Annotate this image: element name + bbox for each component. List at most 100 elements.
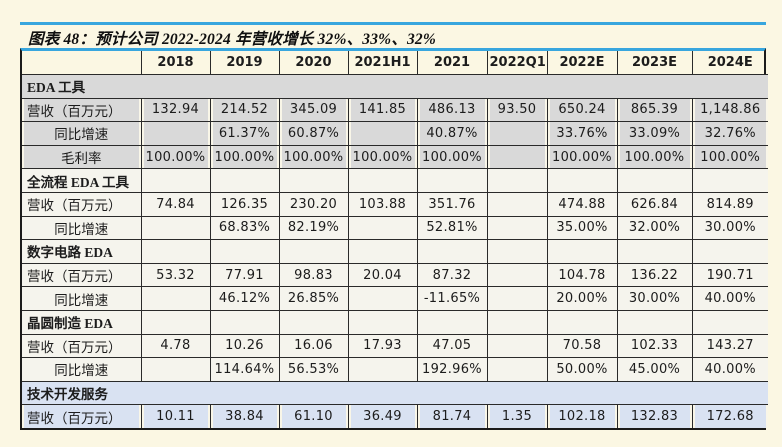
value-cell: 45.00%	[616, 357, 692, 382]
value-cell: 40.00%	[691, 357, 768, 382]
section-title-cell: EDA 工具	[22, 74, 768, 99]
value-cell	[347, 215, 417, 240]
empty-cell	[691, 239, 768, 264]
empty-cell	[140, 239, 210, 264]
value-cell: 61.37%	[209, 121, 279, 146]
table-row: 同比增速 114.64% 56.53% 192.96% 50.00% 45.00% 40.0…	[22, 357, 768, 382]
value-cell	[486, 215, 547, 240]
value-cell: 81.74	[416, 404, 487, 428]
value-cell: 20.00%	[546, 286, 617, 311]
value-cell: 351.76	[416, 191, 487, 217]
table-row: 同比增速 61.37% 60.87% 40.87% 33.76% 33.09% 32.76%	[22, 121, 768, 146]
value-cell: 136.22	[616, 262, 692, 287]
empty-cell	[347, 168, 417, 193]
row-label-cell: 毛利率	[22, 144, 141, 169]
empty-cell	[486, 168, 547, 193]
section-title-cell: 晶圆制造 EDA	[22, 309, 141, 335]
value-cell	[140, 215, 210, 240]
value-cell: 98.83	[278, 262, 348, 287]
value-cell: 35.00%	[546, 215, 617, 240]
value-cell: 345.09	[278, 97, 348, 122]
value-cell: 486.13	[416, 97, 487, 122]
value-cell: 10.11	[140, 404, 210, 428]
value-cell: 70.58	[546, 333, 617, 358]
section-header-row: 数字电路 EDA	[22, 239, 768, 264]
empty-cell	[546, 239, 617, 264]
value-cell: 100.00%	[278, 144, 348, 169]
value-cell: 52.81%	[416, 215, 487, 240]
empty-cell	[278, 239, 348, 264]
value-cell: 626.84	[616, 191, 692, 217]
empty-cell	[616, 239, 692, 264]
value-cell: 143.27	[691, 333, 768, 358]
value-cell: 10.26	[209, 333, 279, 358]
year-header: 2022E	[546, 51, 617, 75]
row-label-cell: 同比增速	[22, 286, 141, 311]
section-header-row: EDA 工具	[22, 74, 768, 99]
section-title-cell: 数字电路 EDA	[22, 239, 141, 264]
year-header: 2024E	[691, 51, 768, 75]
section-header-row: 技术开发服务	[22, 380, 768, 405]
row-label-cell: 营收（百万元）	[22, 191, 141, 217]
value-cell: 132.94	[140, 97, 210, 122]
value-cell: 1.35	[486, 404, 547, 428]
value-cell: 16.06	[278, 333, 348, 358]
empty-cell	[616, 168, 692, 193]
value-cell: 33.76%	[546, 121, 617, 146]
value-cell: 141.85	[347, 97, 417, 122]
value-cell: 100.00%	[546, 144, 617, 169]
value-cell: 126.35	[209, 191, 279, 217]
value-cell: 230.20	[278, 191, 348, 217]
value-cell: 56.53%	[278, 357, 348, 382]
value-cell: 74.84	[140, 191, 210, 217]
empty-cell	[616, 309, 692, 335]
value-cell	[486, 286, 547, 311]
value-cell: 46.12%	[209, 286, 279, 311]
value-cell	[486, 262, 547, 287]
corner-cell	[22, 51, 141, 75]
section-title-cell: 技术开发服务	[22, 380, 768, 405]
table-row: 毛利率 100.00% 100.00% 100.00% 100.00% 100.00% 10…	[22, 144, 768, 169]
table-container: 2018 2019 2020 2021H1 2021 2022Q1 2022E 2023E 20…	[20, 48, 768, 430]
value-cell	[486, 144, 547, 169]
value-cell: 1,148.86	[691, 97, 768, 122]
table-row: 同比增速 68.83% 82.19% 52.81% 35.00% 32.00% 30.00%	[22, 215, 768, 240]
table-row: 同比增速 46.12% 26.85% -11.65% 20.00% 30.00% 40.00…	[22, 286, 768, 311]
section-title-cell: 全流程 EDA 工具	[22, 168, 141, 193]
table-row: 营收（百万元） 132.94 214.52 345.09 141.85 486.13 93.…	[22, 97, 768, 122]
empty-cell	[486, 309, 547, 335]
empty-cell	[416, 239, 487, 264]
value-cell	[486, 191, 547, 217]
figure-title: 图表 48：预计公司 2022-2024 年营收增长 32%、33%、32%	[28, 31, 436, 48]
value-cell	[486, 121, 547, 146]
value-cell: 114.64%	[209, 357, 279, 382]
value-cell: 474.88	[546, 191, 617, 217]
value-cell: 93.50	[486, 97, 547, 122]
empty-cell	[209, 168, 279, 193]
empty-cell	[691, 168, 768, 193]
row-label-cell: 同比增速	[22, 215, 141, 240]
value-cell: 100.00%	[416, 144, 487, 169]
empty-cell	[209, 239, 279, 264]
row-label-cell: 营收（百万元）	[22, 333, 141, 358]
empty-cell	[416, 309, 487, 335]
value-cell: 104.78	[546, 262, 617, 287]
value-cell: 68.83%	[209, 215, 279, 240]
value-cell: 40.00%	[691, 286, 768, 311]
value-cell: 100.00%	[691, 144, 768, 169]
value-cell: 47.05	[416, 333, 487, 358]
row-label-cell: 同比增速	[22, 357, 141, 382]
value-cell: 60.87%	[278, 121, 348, 146]
year-header: 2018	[140, 51, 210, 75]
value-cell: 650.24	[546, 97, 617, 122]
value-cell	[347, 286, 417, 311]
row-label-cell: 营收（百万元）	[22, 404, 141, 428]
table-header: 2018 2019 2020 2021H1 2021 2022Q1 2022E 2023E 20…	[22, 51, 768, 75]
year-header: 2023E	[616, 51, 692, 75]
value-cell: 33.09%	[616, 121, 692, 146]
year-header: 2021	[416, 51, 487, 75]
value-cell: 102.18	[546, 404, 617, 428]
value-cell: 865.39	[616, 97, 692, 122]
year-header: 2020	[278, 51, 348, 75]
empty-cell	[347, 309, 417, 335]
